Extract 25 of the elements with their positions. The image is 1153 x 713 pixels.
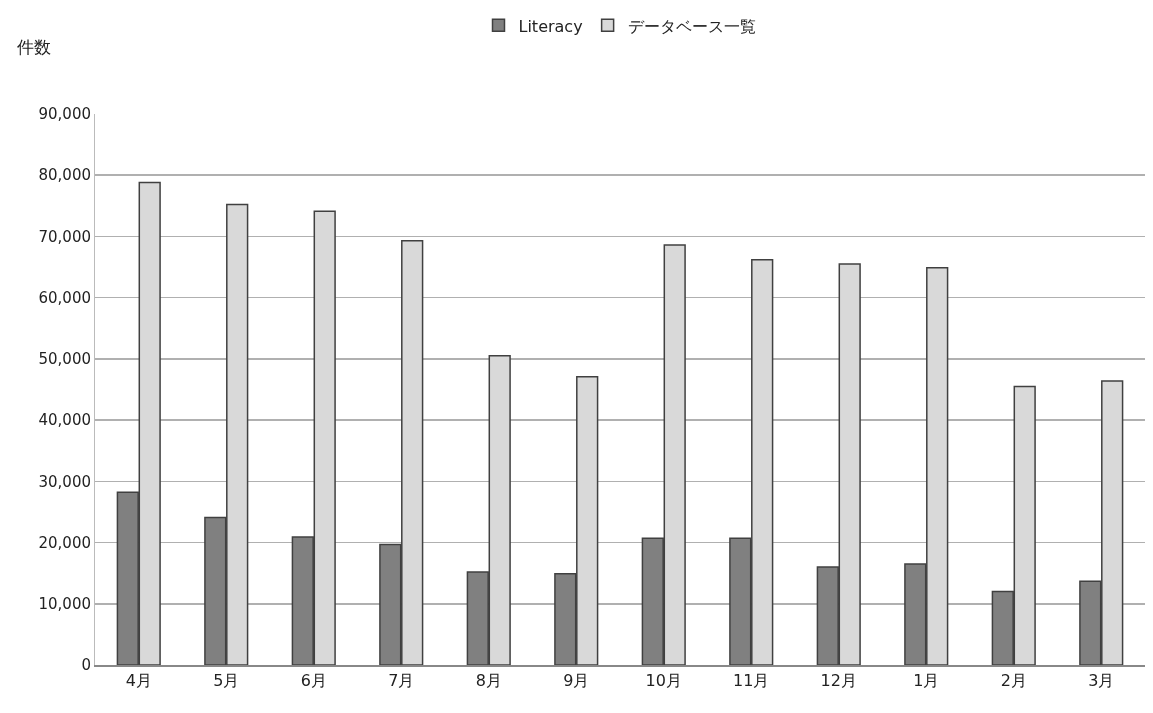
y-tick-label: 80,000	[38, 166, 91, 185]
x-tick-label: 1月	[913, 671, 940, 691]
legend-label: Literacy	[518, 16, 583, 36]
x-tick-label: 5月	[213, 671, 240, 691]
x-tick-label: 4月	[125, 671, 152, 691]
y-tick-label: 0	[81, 656, 91, 675]
x-tick-label: 10月	[645, 671, 682, 691]
x-tick-label: 3月	[1088, 671, 1115, 691]
y-tick-label: 40,000	[38, 411, 91, 430]
y-tick-label: 60,000	[38, 288, 91, 307]
x-tick-label: 8月	[475, 671, 502, 691]
y-tick-label: 90,000	[38, 105, 91, 124]
x-tick-label: 11月	[733, 671, 770, 691]
y-tick-label: 50,000	[38, 350, 91, 369]
x-tick-label: 12月	[820, 671, 857, 691]
x-tick-label: 7月	[388, 671, 415, 691]
y-tick-label: 70,000	[38, 227, 91, 246]
y-axis-title: 件数	[17, 37, 51, 57]
y-tick-label: 30,000	[38, 472, 91, 491]
x-tick-label: 9月	[563, 671, 590, 691]
y-tick-label: 10,000	[38, 595, 91, 614]
y-tick-label: 20,000	[38, 533, 91, 552]
legend-label: データベース一覧	[627, 16, 756, 36]
x-tick-label: 2月	[1000, 671, 1027, 691]
x-tick-label: 6月	[300, 671, 327, 691]
